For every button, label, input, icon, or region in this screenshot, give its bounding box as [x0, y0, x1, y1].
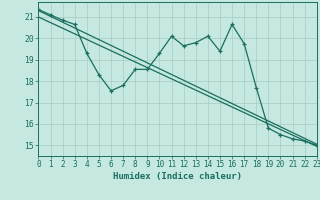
X-axis label: Humidex (Indice chaleur): Humidex (Indice chaleur) — [113, 172, 242, 181]
